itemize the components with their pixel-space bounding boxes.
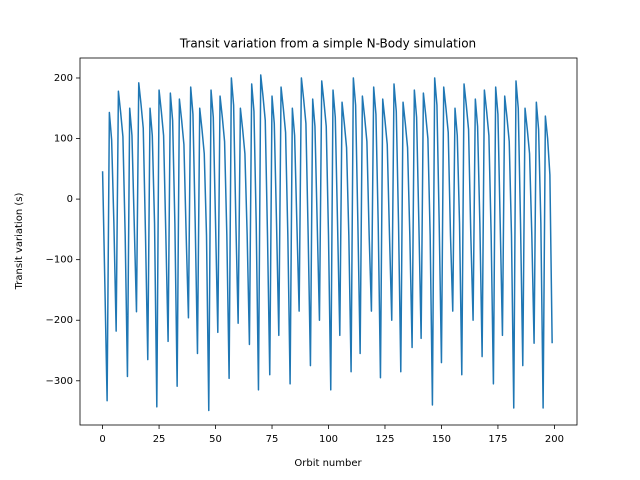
x-tick-label: 25 [153,434,166,445]
x-tick-label: 200 [545,434,564,445]
chart-title: Transit variation from a simple N-Body s… [179,37,476,51]
x-tick-label: 150 [432,434,451,445]
y-tick-label: 0 [67,194,73,205]
y-tick-label: −200 [46,315,73,326]
x-axis-label: Orbit number [294,458,362,469]
y-tick-label: −100 [46,255,73,266]
plot-frame [79,57,578,426]
x-tick-label: 50 [209,434,222,445]
y-tick-label: 100 [54,134,73,145]
x-tick-label: 0 [99,434,105,445]
x-tick-label: 175 [488,434,507,445]
x-tick-label: 125 [375,434,394,445]
data-line [101,74,553,412]
y-tick-label: −300 [46,376,73,387]
y-tick-label: 200 [54,73,73,84]
x-tick-label: 75 [266,434,279,445]
y-axis-label: Transit variation (s) [14,193,25,291]
x-tick-label: 100 [319,434,338,445]
